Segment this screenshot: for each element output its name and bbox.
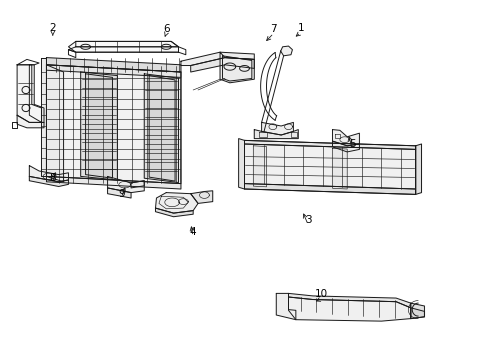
Polygon shape — [280, 46, 292, 56]
Polygon shape — [181, 52, 254, 66]
Polygon shape — [68, 41, 178, 52]
Polygon shape — [46, 65, 181, 184]
Polygon shape — [144, 74, 178, 183]
Polygon shape — [261, 122, 293, 135]
Polygon shape — [244, 144, 415, 189]
Polygon shape — [131, 181, 144, 188]
Polygon shape — [155, 208, 193, 217]
Polygon shape — [276, 293, 295, 320]
Polygon shape — [107, 188, 131, 198]
Polygon shape — [17, 115, 44, 128]
Text: 2: 2 — [49, 23, 56, 33]
Polygon shape — [410, 303, 424, 319]
Polygon shape — [415, 144, 421, 194]
Polygon shape — [46, 176, 181, 189]
Polygon shape — [288, 293, 410, 308]
Polygon shape — [46, 58, 181, 72]
Polygon shape — [332, 141, 359, 152]
Polygon shape — [85, 74, 112, 178]
Polygon shape — [254, 130, 298, 139]
Polygon shape — [190, 58, 254, 72]
Text: 9: 9 — [118, 189, 124, 199]
Text: 4: 4 — [189, 227, 196, 237]
Polygon shape — [410, 308, 424, 319]
Polygon shape — [155, 193, 198, 213]
Polygon shape — [46, 65, 63, 182]
Polygon shape — [190, 191, 212, 203]
Polygon shape — [253, 146, 266, 187]
Text: 1: 1 — [297, 23, 304, 33]
Polygon shape — [17, 65, 44, 122]
Polygon shape — [41, 58, 46, 176]
Text: 10: 10 — [315, 289, 327, 300]
Polygon shape — [46, 65, 181, 77]
Text: 8: 8 — [49, 173, 56, 183]
Polygon shape — [332, 148, 346, 189]
Text: 5: 5 — [348, 139, 355, 149]
Text: 3: 3 — [304, 215, 311, 225]
Text: 6: 6 — [163, 24, 169, 34]
Polygon shape — [244, 140, 415, 149]
Polygon shape — [81, 72, 117, 180]
Polygon shape — [107, 176, 144, 193]
Polygon shape — [238, 139, 244, 189]
Polygon shape — [29, 176, 68, 186]
Polygon shape — [149, 76, 175, 181]
Polygon shape — [220, 52, 254, 83]
Text: 7: 7 — [270, 24, 277, 34]
Polygon shape — [244, 184, 415, 194]
Polygon shape — [288, 297, 410, 321]
Polygon shape — [29, 166, 68, 182]
Polygon shape — [332, 130, 359, 146]
